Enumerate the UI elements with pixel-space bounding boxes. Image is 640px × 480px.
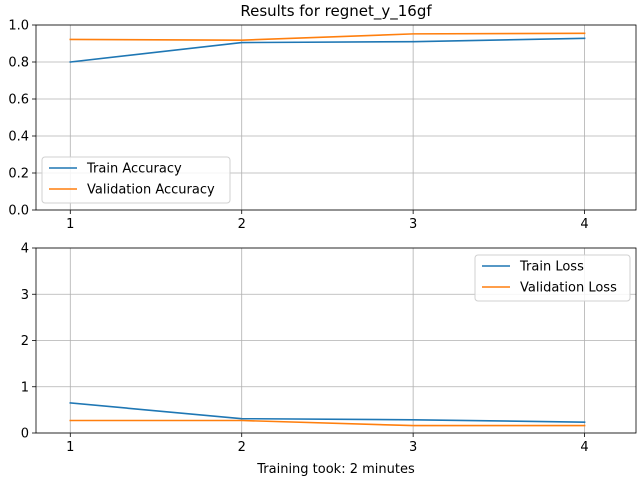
accuracy-panel: 1 2 3 4 0.0 0.2 0.4 0.6 0.8 1.0 Train Accuracy Vali… (8, 19, 637, 232)
axes-frame (35, 247, 637, 434)
x-tick-label: 1 (66, 217, 74, 232)
series-line-train-loss (69, 402, 586, 423)
series-line-train-accuracy (69, 37, 586, 63)
legend-label-validation-loss: Validation Loss (520, 281, 617, 296)
loss-panel: 1 2 3 4 0 1 2 3 4 Train Loss Validation Loss (21, 242, 637, 455)
series-line-validation-loss (69, 419, 586, 427)
y-tick-label: 1 (21, 380, 29, 395)
y-tick-label: 0.4 (8, 130, 29, 145)
x-tick-label: 3 (409, 440, 417, 455)
x-tick-label: 1 (66, 440, 74, 455)
y-tick-label: 3 (21, 288, 29, 303)
y-tick-label: 0.0 (8, 204, 29, 219)
figure-title: Results for regnet_y_16gf (240, 2, 432, 21)
x-tick-label: 3 (409, 217, 417, 232)
y-tick-label: 0.8 (8, 56, 29, 71)
y-tick-label: 2 (21, 334, 29, 349)
y-tick-label: 0.2 (8, 167, 29, 182)
legend-frame (474, 254, 631, 302)
legend-frame (41, 156, 231, 204)
y-tick-label: 1.0 (8, 19, 29, 34)
axes-frame (35, 24, 637, 211)
series-line-validation-accuracy (69, 32, 586, 41)
legend-label-train-accuracy: Train Accuracy (86, 162, 182, 177)
legend-label-validation-accuracy: Validation Accuracy (87, 183, 215, 198)
x-tick-label: 4 (580, 217, 588, 232)
legend-label-train-loss: Train Loss (519, 260, 584, 275)
figure-xlabel: Training took: 2 minutes (256, 462, 415, 477)
x-tick-label: 2 (238, 217, 246, 232)
x-tick-label: 4 (580, 440, 588, 455)
legend: Train Loss Validation Loss (474, 254, 631, 302)
legend: Train Accuracy Validation Accuracy (41, 156, 231, 204)
x-tick-label: 2 (238, 440, 246, 455)
y-tick-label: 0.6 (8, 93, 29, 108)
y-tick-label: 4 (21, 242, 29, 257)
y-tick-label: 0 (21, 427, 29, 442)
